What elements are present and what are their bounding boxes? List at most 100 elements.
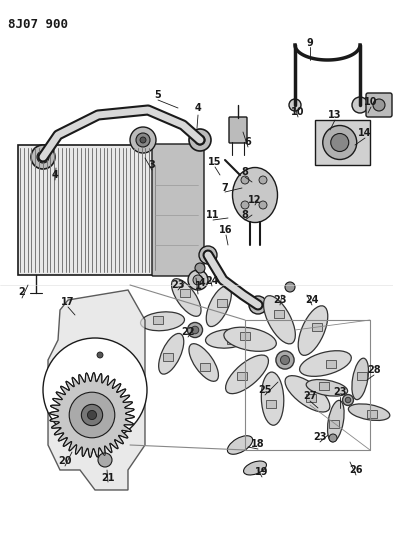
FancyBboxPatch shape (217, 299, 227, 307)
Circle shape (199, 246, 217, 264)
Circle shape (373, 99, 385, 111)
Ellipse shape (298, 306, 328, 356)
FancyBboxPatch shape (153, 316, 163, 324)
Text: 10: 10 (364, 97, 378, 107)
Text: 2: 2 (18, 287, 26, 297)
Circle shape (345, 397, 351, 403)
Ellipse shape (159, 334, 184, 374)
Ellipse shape (189, 344, 219, 381)
Circle shape (140, 137, 146, 143)
Ellipse shape (233, 167, 277, 222)
Text: 7: 7 (222, 183, 228, 193)
Text: 27: 27 (303, 391, 317, 401)
Ellipse shape (228, 436, 253, 454)
Ellipse shape (285, 376, 330, 412)
Text: 20: 20 (58, 456, 72, 466)
Text: 23: 23 (273, 295, 287, 305)
FancyBboxPatch shape (274, 310, 284, 318)
FancyBboxPatch shape (266, 400, 276, 408)
FancyBboxPatch shape (200, 363, 210, 371)
Text: 8: 8 (242, 167, 248, 177)
Text: 13: 13 (328, 110, 342, 120)
FancyBboxPatch shape (240, 333, 250, 341)
FancyBboxPatch shape (315, 120, 370, 165)
Polygon shape (50, 373, 134, 457)
Text: 8J07 900: 8J07 900 (8, 18, 68, 31)
FancyBboxPatch shape (229, 117, 247, 143)
Circle shape (136, 133, 150, 147)
FancyBboxPatch shape (305, 394, 316, 402)
FancyBboxPatch shape (366, 93, 392, 117)
Text: 16: 16 (219, 225, 233, 235)
Circle shape (193, 275, 203, 285)
Circle shape (259, 201, 267, 209)
Circle shape (31, 145, 55, 169)
Text: 23: 23 (313, 432, 327, 442)
Text: 4: 4 (198, 278, 206, 288)
FancyBboxPatch shape (227, 336, 237, 344)
Circle shape (276, 351, 294, 369)
Circle shape (37, 151, 49, 163)
Ellipse shape (261, 372, 284, 425)
Text: 5: 5 (154, 90, 162, 100)
Text: 23: 23 (171, 280, 185, 290)
Text: 4: 4 (195, 103, 201, 113)
Text: 10: 10 (291, 107, 305, 117)
Polygon shape (48, 290, 145, 490)
Ellipse shape (306, 379, 348, 396)
Circle shape (329, 434, 337, 442)
Circle shape (241, 176, 249, 184)
Ellipse shape (206, 286, 231, 327)
Circle shape (204, 251, 212, 259)
Circle shape (189, 129, 211, 151)
Circle shape (81, 405, 103, 426)
Text: 19: 19 (255, 467, 269, 477)
FancyBboxPatch shape (329, 420, 339, 428)
FancyBboxPatch shape (312, 322, 322, 330)
Text: 3: 3 (149, 160, 155, 170)
Text: 21: 21 (101, 473, 115, 483)
Circle shape (98, 453, 112, 467)
Text: 23: 23 (333, 387, 347, 397)
Ellipse shape (299, 351, 351, 376)
Ellipse shape (352, 358, 369, 400)
Text: 15: 15 (208, 157, 222, 167)
Circle shape (191, 326, 199, 334)
Text: 22: 22 (181, 327, 195, 337)
Text: 6: 6 (244, 137, 252, 147)
Text: 28: 28 (367, 365, 381, 375)
Text: 1: 1 (195, 281, 201, 291)
FancyBboxPatch shape (163, 353, 173, 361)
Text: 26: 26 (349, 465, 363, 475)
Circle shape (187, 322, 202, 337)
FancyBboxPatch shape (18, 145, 203, 275)
Circle shape (69, 392, 115, 438)
Ellipse shape (206, 329, 250, 348)
Text: 18: 18 (251, 439, 265, 449)
Ellipse shape (264, 296, 296, 344)
Circle shape (97, 352, 103, 358)
Circle shape (43, 338, 147, 442)
Circle shape (195, 135, 205, 145)
Circle shape (285, 282, 295, 292)
Circle shape (352, 97, 368, 113)
Circle shape (343, 394, 353, 406)
Circle shape (188, 270, 208, 290)
Ellipse shape (171, 279, 201, 316)
Circle shape (87, 410, 97, 419)
Ellipse shape (141, 312, 184, 331)
FancyBboxPatch shape (152, 144, 204, 276)
Text: 12: 12 (248, 195, 262, 205)
Circle shape (241, 201, 249, 209)
Text: 17: 17 (61, 297, 75, 307)
FancyBboxPatch shape (357, 372, 367, 380)
Ellipse shape (224, 327, 276, 351)
FancyBboxPatch shape (367, 410, 377, 418)
Text: 4: 4 (51, 170, 59, 180)
Circle shape (195, 263, 205, 273)
Ellipse shape (244, 461, 266, 475)
Text: 14: 14 (358, 128, 372, 138)
Circle shape (289, 99, 301, 111)
Circle shape (331, 133, 349, 151)
Circle shape (249, 296, 267, 314)
